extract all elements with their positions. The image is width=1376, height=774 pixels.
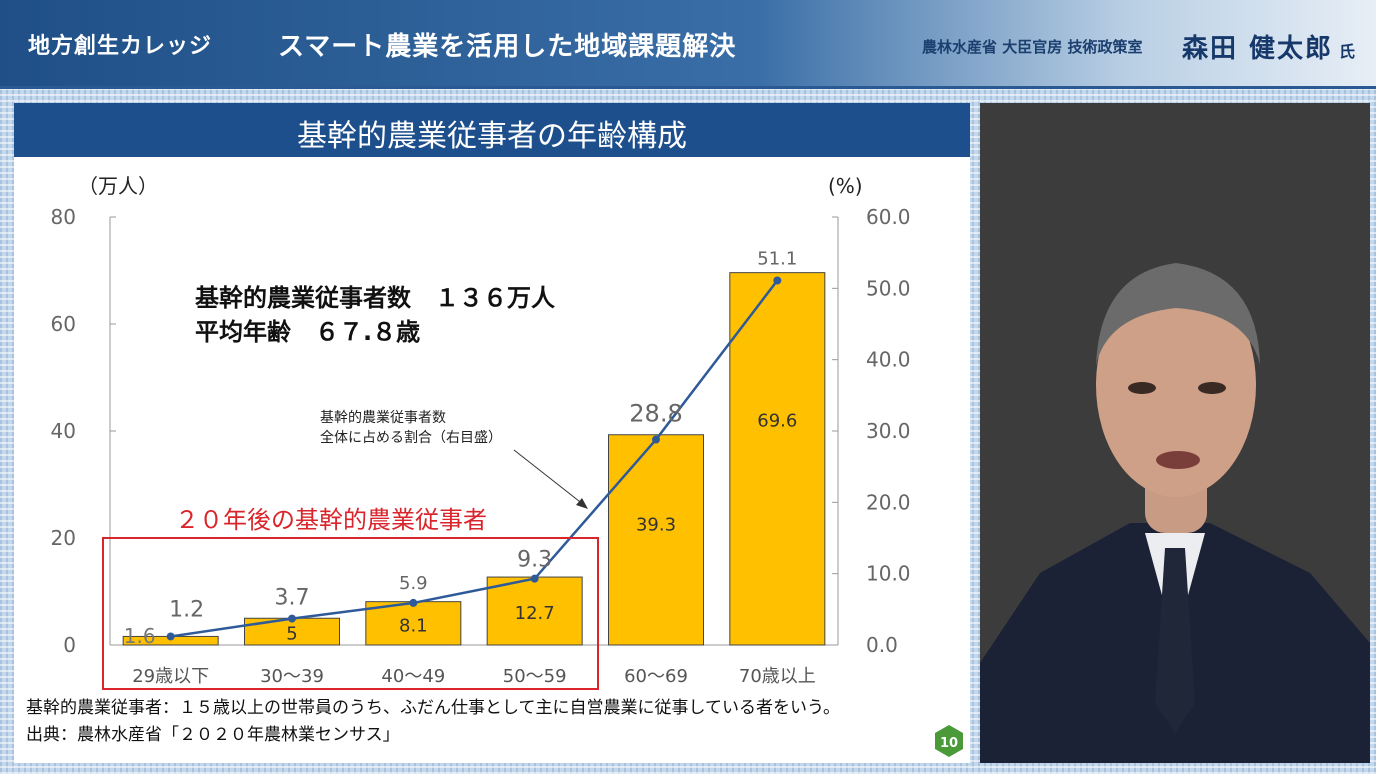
left-tick-label: 0 <box>63 633 76 657</box>
right-tick-label: 60.0 <box>866 205 911 229</box>
category-label: 50～59 <box>503 666 567 687</box>
category-label: 40～49 <box>381 666 445 687</box>
bar-value-label: 69.6 <box>757 411 797 432</box>
share-point <box>166 632 175 641</box>
footnote: 基幹的農業従事者：１５歳以上の世帯員のうち、ふだん仕事として主に自営農業に従事し… <box>26 698 840 718</box>
right-tick-label: 40.0 <box>866 348 911 372</box>
share-value-label: 51.1 <box>757 248 797 269</box>
slide-title-bar: 基幹的農業従事者の年齢構成 <box>14 103 970 157</box>
right-tick-label: 30.0 <box>866 419 911 443</box>
annotation-arrowhead <box>576 498 588 509</box>
share-value-label: 5.9 <box>399 573 428 594</box>
summary-line-1: 基幹的農業従事者数 １３６万人 <box>195 284 555 312</box>
category-label: 29歳以下 <box>132 666 209 687</box>
bar-value-label: 8.1 <box>399 615 428 636</box>
speaker-affiliation: 農林水産省 大臣官房 技術政策室 <box>922 38 1143 56</box>
bar <box>729 272 826 646</box>
left-axis-unit: （万人） <box>78 174 158 198</box>
left-tick-label: 40 <box>51 419 76 443</box>
speaker-figure <box>980 103 1370 763</box>
share-line <box>170 279 779 638</box>
annotation-line-2: 全体に占める割合（右目盛） <box>320 429 502 446</box>
right-tick-label: 10.0 <box>866 562 911 586</box>
bar-value-label: 5 <box>286 624 297 645</box>
summary-line-2: 平均年齢 ６７.８歳 <box>195 318 420 346</box>
annotation-line-1: 基幹的農業従事者数 <box>320 409 446 426</box>
bar-value-label: 12.7 <box>515 603 555 624</box>
speaker-video <box>980 103 1370 763</box>
highlight-label: ２０年後の基幹的農業従事者 <box>175 506 487 534</box>
annotation-arrow <box>513 449 585 506</box>
right-axis-unit: (%) <box>828 174 863 198</box>
category-label: 60～69 <box>624 666 688 687</box>
bar-value-label: 1.6 <box>124 624 156 648</box>
title-bar: 地方創生カレッジ スマート農業を活用した地域課題解決 農林水産省 大臣官房 技術… <box>0 0 1376 89</box>
bar <box>365 601 462 646</box>
page-number: 10 <box>940 736 958 751</box>
right-tick-label: 0.0 <box>866 633 898 657</box>
left-tick-label: 20 <box>51 526 76 550</box>
source-note: 出典：農林水産省「２０２０年農林業センサス」 <box>26 725 400 745</box>
share-point <box>288 614 296 623</box>
share-value-label: 9.3 <box>517 548 552 573</box>
share-value-label: 28.8 <box>629 400 682 428</box>
series-name: 地方創生カレッジ <box>28 34 213 59</box>
left-tick-label: 80 <box>51 205 76 229</box>
page-number-badge: 10 <box>935 725 963 757</box>
category-label: 30～39 <box>260 666 324 687</box>
right-tick-label: 50.0 <box>866 276 911 300</box>
bar <box>608 434 704 646</box>
slide-title: 基幹的農業従事者の年齢構成 <box>297 119 687 154</box>
share-point <box>530 574 539 583</box>
bar <box>486 576 583 646</box>
share-point <box>773 276 782 285</box>
category-label: 70歳以上 <box>739 666 816 687</box>
speaker-honorific: 氏 <box>1339 42 1356 61</box>
left-tick-label: 60 <box>51 312 76 336</box>
share-point <box>652 435 660 444</box>
right-tick-label: 20.0 <box>866 490 911 514</box>
share-point <box>409 598 418 607</box>
highlight-box <box>102 537 599 690</box>
share-value-label: 3.7 <box>275 586 310 611</box>
share-value-label: 1.2 <box>169 597 204 622</box>
talk-title: スマート農業を活用した地域課題解決 <box>278 32 737 62</box>
speaker-name: 森田 健太郎 <box>1182 34 1334 64</box>
bar-value-label: 39.3 <box>636 514 676 535</box>
